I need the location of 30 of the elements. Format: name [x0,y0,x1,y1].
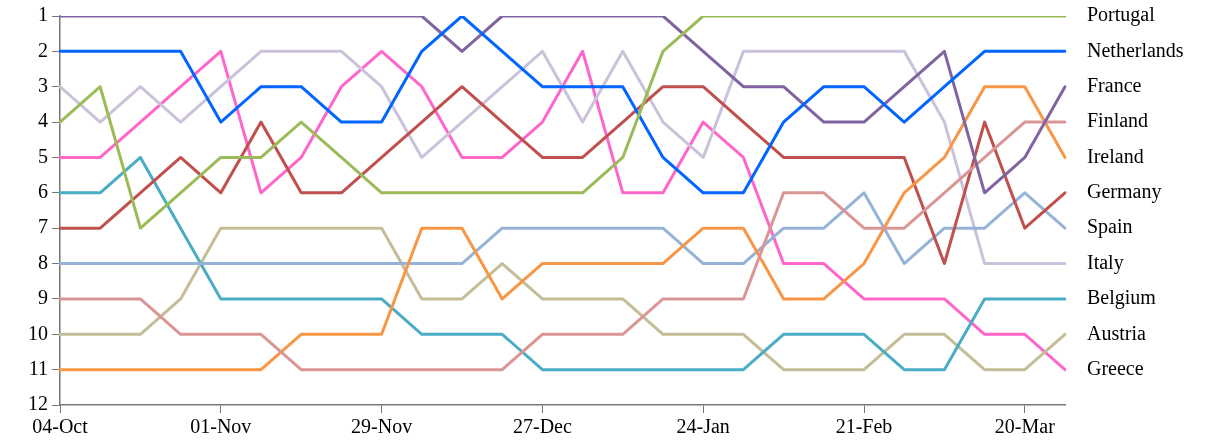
series-label: Ireland [1087,144,1144,167]
y-tick-label: 1 [38,3,48,26]
x-tick-label: 01-Nov [190,415,252,438]
x-tick-label: 27-Dec [512,415,572,438]
series-label: Finland [1087,109,1149,132]
y-tick-label: 9 [38,286,48,309]
series-label: Greece [1087,356,1144,379]
x-tick-label: 21-Feb [835,415,893,438]
series-label: Italy [1087,250,1124,274]
series-label: Germany [1087,180,1162,204]
series-label: Spain [1087,215,1133,239]
y-tick-label: 7 [38,215,48,238]
x-tick-label: 29-Nov [351,415,413,438]
series-label: Austria [1087,321,1146,344]
y-tick-label: 10 [28,321,48,344]
series-label: France [1087,73,1142,96]
y-tick-label: 4 [38,109,48,132]
series-label: Portugal [1087,3,1156,27]
y-tick-label: 5 [38,144,48,167]
y-tick-label: 8 [38,250,48,273]
y-tick-label: 11 [28,356,48,379]
series-label: Netherlands [1087,38,1184,61]
x-tick-label: 04-Oct [32,415,89,438]
x-tick-label: 24-Jan [676,415,730,438]
y-tick-label: 12 [28,392,48,415]
x-tick-label: 20-Mar [994,415,1056,438]
y-tick-label: 3 [38,73,48,96]
y-tick-label: 6 [38,180,48,203]
series-label: Belgium [1087,286,1157,310]
y-tick-label: 2 [38,38,48,61]
